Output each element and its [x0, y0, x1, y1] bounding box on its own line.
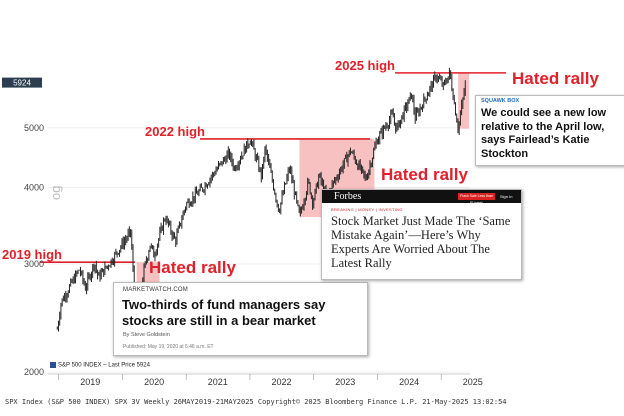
price-bars	[56, 67, 466, 339]
forbes-breadcrumb: BREAKING | MONEY | INVESTING	[331, 207, 403, 212]
hated-rally-shade	[458, 72, 470, 129]
marketwatch-source: MARKETWATCH.COM	[123, 287, 188, 293]
x-tick-label: 2021	[208, 377, 228, 387]
legend-text: S&P 500 INDEX – Last Price 5924	[58, 362, 150, 369]
x-tick-label: 2023	[335, 377, 355, 387]
x-axis: 2019 2020 2021 2022 2023 2024 2025	[48, 373, 483, 387]
marketwatch-published: Published: May 19, 2020 at 6:46 a.m. ET	[123, 344, 214, 350]
forbes-logo: Forbes	[334, 191, 362, 202]
peak-label: 2019 high	[2, 247, 62, 262]
forbes-card: Forbes Flash Sale Less than $1/week Sign…	[321, 189, 522, 280]
squawk-source: SQUAWK BOX	[481, 98, 520, 104]
forbes-signin: Sign In	[500, 194, 513, 199]
peak-label: 2022 high	[145, 124, 205, 139]
legend-swatch	[50, 362, 56, 368]
y-tick-label: 4000	[24, 182, 44, 192]
chart-legend: S&P 500 INDEX – Last Price 5924	[48, 362, 152, 369]
hated-rally-label: Hated rally	[381, 165, 468, 184]
forbes-topbar: Forbes Flash Sale Less than $1/week Sign…	[322, 190, 521, 205]
bloomberg-footer: SPX Index (S&P 500 INDEX) SPX 3V Weekly …	[5, 398, 507, 406]
x-tick-label: 2025	[463, 377, 483, 387]
hated-rally-label: Hated rally	[512, 69, 599, 88]
peak-label: 2025 high	[335, 58, 395, 73]
last-price-value: 5924	[13, 79, 31, 88]
marketwatch-card: MARKETWATCH.COM Two-thirds of fund manag…	[113, 282, 368, 356]
y-axis: 2000 3000 4000 5000	[24, 123, 44, 377]
axis-side-text: og	[48, 185, 63, 200]
y-tick-label: 5000	[24, 123, 44, 133]
hated-rally-label: Hated rally	[149, 258, 236, 277]
x-tick-label: 2022	[271, 377, 291, 387]
last-price-badge	[2, 77, 42, 88]
squawk-card: SQUAWK BOX We could see a new low relati…	[475, 95, 624, 166]
forbes-cta-button: Flash Sale Less than $1/week	[458, 193, 495, 205]
y-tick-label: 3000	[24, 259, 44, 269]
x-tick-label: 2020	[144, 377, 164, 387]
chart-annotations: 2019 high 2022 high 2025 high Hated rally Ha…	[2, 58, 599, 277]
y-tick-label: 2000	[24, 367, 44, 377]
squawk-headline: We could see a new low relative to the A…	[481, 107, 607, 160]
marketwatch-byline: By Steve Goldstein	[123, 332, 170, 338]
x-tick-label: 2019	[80, 377, 100, 387]
forbes-headline: Stock Market Just Made The ‘Same Mistake…	[331, 214, 511, 270]
x-tick-label: 2024	[399, 377, 419, 387]
marketwatch-headline: Two-thirds of fund managers say stocks a…	[122, 297, 326, 328]
